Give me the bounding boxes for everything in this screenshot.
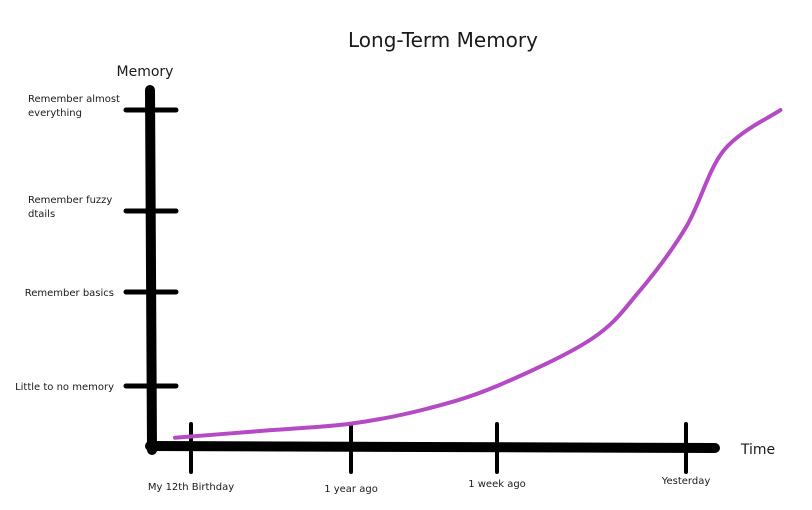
y-tick-label: Remember almost everything [28, 94, 120, 119]
x-tick-label: My 12th Birthday [148, 482, 234, 493]
y-ticks: Little to no memory Remember basics Rememb… [15, 94, 179, 393]
x-axis-label: Time [740, 442, 775, 458]
x-ticks: My 12th Birthday 1 year ago 1 week ago Yest… [148, 422, 711, 495]
y-tick-label: Remember basics [25, 288, 114, 299]
x-tick-label: 1 week ago [468, 479, 526, 490]
x-axis-line [145, 441, 720, 453]
chart-title: Long-Term Memory [348, 28, 538, 52]
y-axis-label: Memory [117, 64, 174, 80]
y-axis-line [145, 85, 157, 455]
memory-curve-line [173, 108, 783, 440]
x-tick-label: 1 year ago [324, 484, 378, 495]
y-tick-label: Little to no memory [15, 382, 114, 393]
x-tick-label: Yesterday [661, 476, 711, 487]
series-group [173, 108, 783, 440]
y-tick-label: Remember fuzzy dtails [28, 195, 112, 220]
